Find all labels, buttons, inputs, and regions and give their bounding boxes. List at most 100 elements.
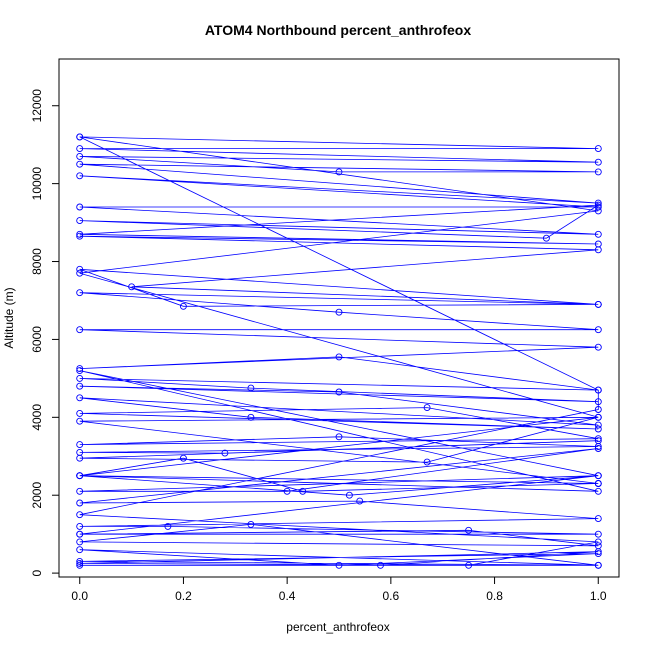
data-point bbox=[76, 145, 84, 153]
x-tick-label: 0.8 bbox=[486, 589, 503, 603]
data-point bbox=[594, 445, 602, 452]
data-point bbox=[594, 487, 602, 495]
data-point bbox=[76, 487, 84, 495]
data-point bbox=[594, 530, 602, 538]
data-point bbox=[76, 511, 84, 519]
data-point bbox=[594, 199, 602, 207]
data-point bbox=[335, 308, 343, 316]
data-point bbox=[594, 326, 602, 334]
data-point bbox=[76, 152, 84, 160]
data-point bbox=[594, 386, 602, 394]
x-tick-label: 1.0 bbox=[590, 589, 607, 603]
data-point bbox=[594, 300, 602, 308]
data-point bbox=[594, 548, 602, 556]
data-point bbox=[594, 158, 602, 166]
data-point bbox=[247, 384, 255, 392]
data-point bbox=[76, 367, 84, 375]
y-tick-label: 2000 bbox=[30, 482, 44, 509]
data-point bbox=[76, 382, 84, 390]
data-point bbox=[76, 160, 84, 168]
data-point bbox=[345, 491, 353, 499]
data-point bbox=[76, 546, 84, 554]
x-axis: 0.0 0.2 0.4 0.6 0.8 1.0 bbox=[71, 577, 607, 603]
data-point bbox=[164, 522, 172, 530]
data-point bbox=[542, 234, 550, 242]
data-point bbox=[594, 435, 602, 443]
data-point bbox=[76, 217, 84, 225]
data-point bbox=[76, 417, 84, 425]
data-point bbox=[594, 480, 602, 487]
data-point bbox=[247, 520, 255, 528]
data-point bbox=[76, 394, 84, 402]
data-point bbox=[465, 561, 473, 569]
data-point bbox=[76, 289, 84, 297]
data-point bbox=[594, 406, 602, 413]
data-point bbox=[423, 404, 431, 412]
y-tick-label: 4000 bbox=[30, 404, 44, 431]
data-point bbox=[76, 441, 84, 449]
y-tick-label: 6000 bbox=[30, 326, 44, 353]
data-point bbox=[594, 207, 602, 215]
data-point bbox=[76, 265, 84, 273]
data-point bbox=[76, 230, 84, 238]
data-point bbox=[76, 232, 84, 240]
data-point bbox=[179, 302, 187, 310]
data-point bbox=[594, 561, 602, 569]
data-point bbox=[594, 413, 602, 421]
data-point bbox=[299, 487, 307, 495]
data-point bbox=[76, 561, 84, 569]
data-point bbox=[76, 557, 84, 565]
data-point bbox=[76, 454, 84, 462]
data-point bbox=[594, 425, 602, 433]
data-point bbox=[76, 559, 84, 567]
data-point bbox=[594, 168, 602, 176]
point-layer bbox=[76, 133, 602, 569]
data-point bbox=[594, 538, 602, 546]
data-point bbox=[76, 499, 84, 507]
data-point bbox=[594, 550, 602, 558]
data-point bbox=[76, 326, 84, 334]
data-point bbox=[128, 283, 136, 291]
data-point bbox=[76, 522, 84, 530]
data-point bbox=[335, 561, 343, 569]
data-point bbox=[335, 168, 343, 176]
data-point bbox=[594, 398, 602, 406]
x-tick-label: 0.2 bbox=[175, 589, 192, 603]
data-point bbox=[179, 454, 187, 462]
data-point bbox=[594, 145, 602, 153]
data-point bbox=[76, 365, 84, 373]
x-tick-label: 0.0 bbox=[71, 589, 88, 603]
data-point bbox=[221, 449, 229, 457]
data-point bbox=[76, 172, 84, 180]
data-point bbox=[594, 437, 602, 445]
data-point bbox=[76, 374, 84, 382]
data-point bbox=[283, 487, 291, 495]
data-point bbox=[356, 497, 364, 505]
x-axis-label: percent_anthrofeox bbox=[286, 620, 389, 634]
data-point bbox=[594, 230, 602, 238]
y-tick-label: 8000 bbox=[30, 248, 44, 275]
data-point bbox=[594, 343, 602, 351]
y-axis: 0 2000 4000 6000 8000 10000 12000 bbox=[30, 89, 59, 576]
chart-title: ATOM4 Northbound percent_anthrofeox bbox=[205, 22, 471, 38]
data-point bbox=[335, 433, 343, 441]
data-point bbox=[76, 133, 84, 141]
data-point bbox=[594, 472, 602, 480]
data-point bbox=[335, 388, 343, 396]
y-axis-label: Altitude (m) bbox=[2, 287, 16, 348]
data-point bbox=[76, 472, 84, 480]
data-point bbox=[594, 203, 602, 211]
data-point bbox=[76, 409, 84, 417]
data-point bbox=[76, 530, 84, 538]
data-point bbox=[465, 526, 473, 534]
data-point bbox=[594, 421, 602, 429]
y-tick-label: 10000 bbox=[30, 167, 44, 201]
data-point bbox=[377, 561, 384, 569]
x-tick-label: 0.6 bbox=[383, 589, 400, 603]
data-point bbox=[335, 353, 343, 361]
y-tick-label: 12000 bbox=[30, 89, 44, 123]
data-point bbox=[76, 203, 84, 211]
x-tick-label: 0.4 bbox=[279, 589, 296, 603]
data-point bbox=[423, 458, 431, 466]
